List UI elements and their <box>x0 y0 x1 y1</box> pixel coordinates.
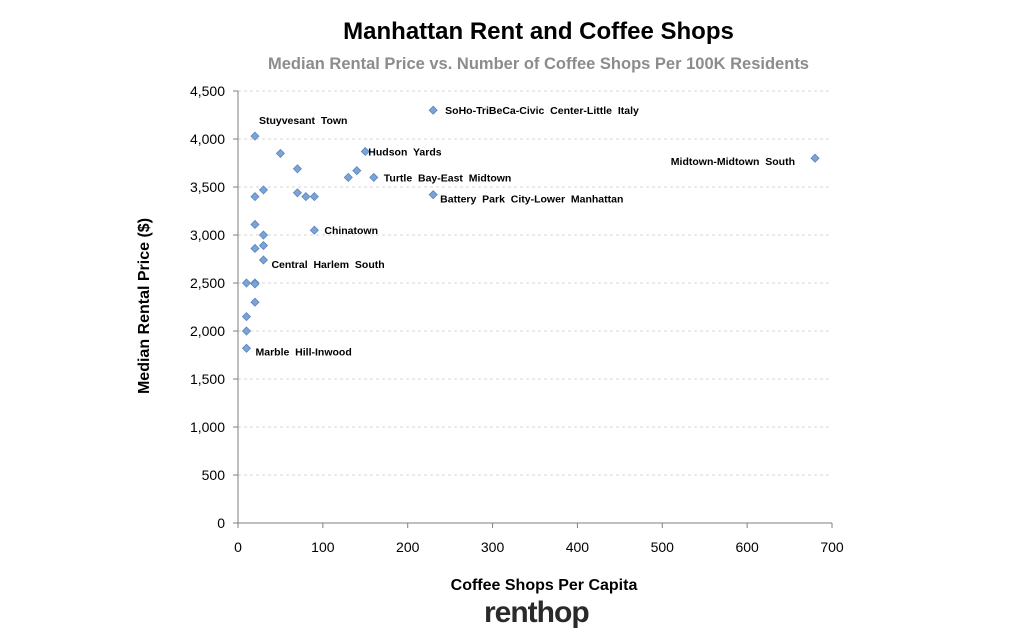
data-labels: SoHo-TriBeCa-Civic Center-Little Italy St… <box>255 105 795 358</box>
data-point <box>360 146 370 157</box>
data-point <box>258 185 269 195</box>
data-point <box>250 279 260 289</box>
data-point <box>292 188 302 198</box>
y-tick-label: 0 <box>217 515 225 531</box>
data-point <box>810 153 820 163</box>
data-point <box>258 230 269 240</box>
data-point <box>250 243 260 254</box>
data-label: Midtown-Midtown South <box>671 156 795 168</box>
x-tick-label: 200 <box>396 539 420 555</box>
data-point <box>258 240 269 251</box>
data-point <box>250 219 260 230</box>
data-label: Chinatown <box>324 225 378 237</box>
data-label: SoHo-TriBeCa-Civic Center-Little Italy <box>445 105 639 117</box>
data-label: Stuyvesant Town <box>259 115 348 127</box>
data-point <box>369 172 379 182</box>
chart-title: Manhattan Rent and Coffee Shops <box>343 18 734 45</box>
grid-lines <box>238 90 832 476</box>
data-point <box>301 192 311 202</box>
data-label: Battery Park City-Lower Manhattan <box>440 194 623 206</box>
data-point <box>309 192 319 202</box>
y-tick-label: 2,000 <box>190 323 225 339</box>
data-point <box>428 105 438 115</box>
data-point <box>352 166 362 176</box>
y-tick-label: 3,500 <box>190 179 225 195</box>
axes <box>233 90 833 528</box>
x-tick-label: 300 <box>481 539 505 555</box>
y-tick-label: 1,000 <box>190 419 225 435</box>
data-point <box>250 192 260 202</box>
x-tick-label: 100 <box>311 539 335 555</box>
renthop-logo: renthop <box>484 596 590 629</box>
data-point <box>241 278 252 288</box>
data-point <box>309 225 319 235</box>
x-tick-labels: 0 100 200 300 400 500 600 700 <box>234 539 844 555</box>
chart-subtitle: Median Rental Price vs. Number of Coffee… <box>268 55 809 73</box>
x-tick-label: 700 <box>820 539 844 555</box>
data-label: Marble Hill-Inwood <box>255 346 351 358</box>
x-tick-label: 0 <box>234 539 242 555</box>
data-point <box>250 297 260 307</box>
data-label: Hudson Yards <box>368 146 441 158</box>
data-point <box>241 312 252 322</box>
x-tick-label: 600 <box>735 539 759 555</box>
data-point <box>250 131 260 141</box>
y-tick-label: 4,000 <box>190 131 225 147</box>
y-tick-label: 1,500 <box>190 371 225 387</box>
data-label: Central Harlem South <box>271 259 384 271</box>
y-tick-labels: 0 500 1,000 1,500 2,000 2,500 3,000 3,500 4,000 4… <box>190 83 225 531</box>
data-label: Turtle Bay-East Midtown <box>384 172 512 184</box>
y-tick-label: 4,500 <box>190 83 225 99</box>
data-point <box>275 148 285 158</box>
data-points <box>241 105 820 353</box>
data-point <box>428 190 438 200</box>
data-point <box>343 172 353 182</box>
data-point <box>241 326 252 336</box>
x-tick-label: 400 <box>566 539 590 555</box>
data-point <box>258 255 269 265</box>
y-tick-label: 3,000 <box>190 227 225 243</box>
y-tick-label: 2,500 <box>190 275 225 291</box>
y-axis-label: Median Rental Price ($) <box>136 218 153 394</box>
x-axis-label: Coffee Shops Per Capita <box>451 577 638 594</box>
y-tick-label: 500 <box>202 467 226 483</box>
data-point <box>241 343 252 353</box>
data-point <box>292 164 302 174</box>
x-tick-label: 500 <box>651 539 675 555</box>
